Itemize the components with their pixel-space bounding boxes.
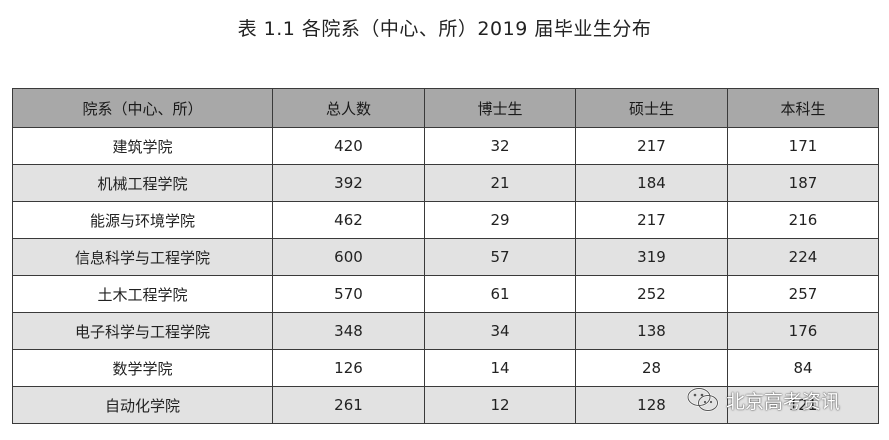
table-row: 土木工程学院 570 61 252 257: [12, 275, 879, 313]
table-header: 院系（中心、所） 总人数 博士生 硕士生 本科生: [12, 88, 879, 128]
cell-master: 217: [575, 127, 728, 165]
cell-doctoral: 12: [424, 386, 576, 424]
cell-department: 数学学院: [12, 349, 273, 387]
cell-total: 570: [272, 275, 425, 313]
cell-undergraduate: 171: [727, 127, 879, 165]
cell-department: 信息科学与工程学院: [12, 238, 273, 276]
table-row: 自动化学院 261 12 128 121: [12, 386, 879, 424]
cell-department: 能源与环境学院: [12, 201, 273, 239]
cell-total: 462: [272, 201, 425, 239]
cell-department: 电子科学与工程学院: [12, 312, 273, 350]
table-row: 电子科学与工程学院 348 34 138 176: [12, 312, 879, 350]
cell-master: 252: [575, 275, 728, 313]
cell-total: 420: [272, 127, 425, 165]
cell-doctoral: 32: [424, 127, 576, 165]
graduate-distribution-table: 院系（中心、所） 总人数 博士生 硕士生 本科生 建筑学院 420 32 217…: [12, 88, 879, 424]
cell-department: 建筑学院: [12, 127, 273, 165]
cell-undergraduate: 224: [727, 238, 879, 276]
cell-department: 自动化学院: [12, 386, 273, 424]
cell-doctoral: 61: [424, 275, 576, 313]
header-total: 总人数: [272, 88, 425, 128]
table-row: 信息科学与工程学院 600 57 319 224: [12, 238, 879, 276]
cell-master: 128: [575, 386, 728, 424]
cell-master: 28: [575, 349, 728, 387]
cell-doctoral: 34: [424, 312, 576, 350]
cell-total: 126: [272, 349, 425, 387]
header-master: 硕士生: [575, 88, 728, 128]
header-undergraduate: 本科生: [727, 88, 879, 128]
table-body: 建筑学院 420 32 217 171 机械工程学院 392 21 184 18…: [12, 127, 879, 424]
cell-total: 261: [272, 386, 425, 424]
table-row: 建筑学院 420 32 217 171: [12, 127, 879, 165]
header-department: 院系（中心、所）: [12, 88, 273, 128]
cell-total: 392: [272, 164, 425, 202]
cell-undergraduate: 216: [727, 201, 879, 239]
cell-undergraduate: 176: [727, 312, 879, 350]
cell-department: 机械工程学院: [12, 164, 273, 202]
cell-master: 184: [575, 164, 728, 202]
cell-total: 348: [272, 312, 425, 350]
table-title: 表 1.1 各院系（中心、所）2019 届毕业生分布: [237, 18, 652, 40]
table-row: 机械工程学院 392 21 184 187: [12, 164, 879, 202]
header-doctoral: 博士生: [424, 88, 576, 128]
cell-master: 138: [575, 312, 728, 350]
header-row: 院系（中心、所） 总人数 博士生 硕士生 本科生: [12, 88, 879, 128]
table-row: 数学学院 126 14 28 84: [12, 349, 879, 387]
cell-undergraduate: 187: [727, 164, 879, 202]
cell-doctoral: 57: [424, 238, 576, 276]
cell-master: 319: [575, 238, 728, 276]
cell-undergraduate: 121: [727, 386, 879, 424]
cell-doctoral: 21: [424, 164, 576, 202]
cell-undergraduate: 84: [727, 349, 879, 387]
cell-doctoral: 14: [424, 349, 576, 387]
cell-department: 土木工程学院: [12, 275, 273, 313]
table-row: 能源与环境学院 462 29 217 216: [12, 201, 879, 239]
cell-master: 217: [575, 201, 728, 239]
cell-total: 600: [272, 238, 425, 276]
cell-doctoral: 29: [424, 201, 576, 239]
cell-undergraduate: 257: [727, 275, 879, 313]
